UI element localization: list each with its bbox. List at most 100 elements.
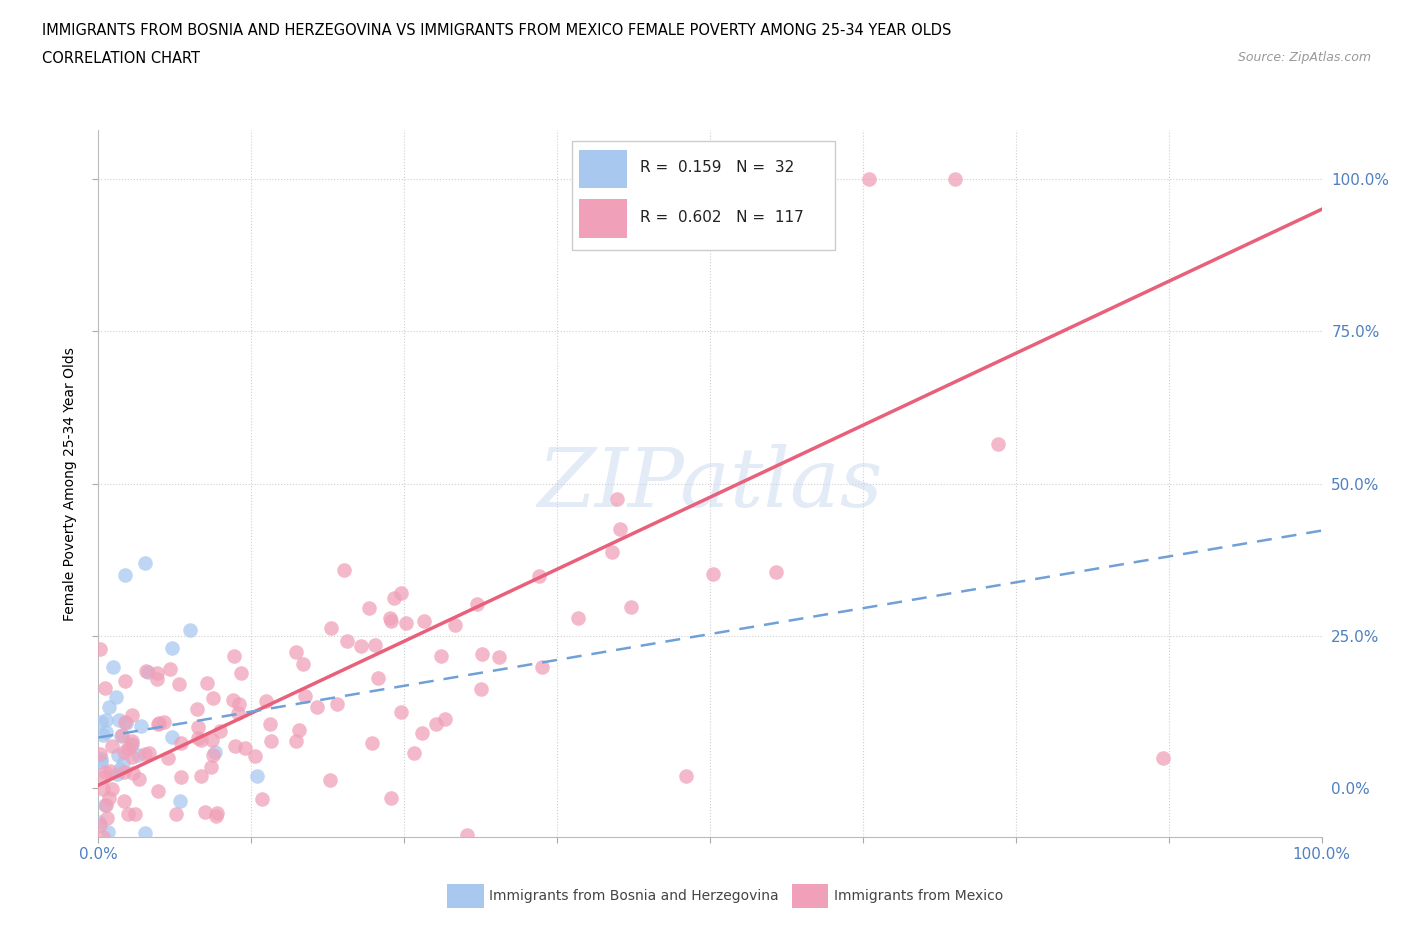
Point (110, 729, 132, 744)
Text: Source: ZipAtlas.com: Source: ZipAtlas.com (1237, 51, 1371, 64)
Point (987, 436, 1010, 451)
Point (620, 599, 643, 614)
Point (380, 790, 402, 805)
Point (411, 725, 433, 740)
Point (444, 618, 467, 632)
Point (100, 738, 122, 753)
Point (160, 641, 183, 656)
Point (115, 716, 138, 731)
Point (94, 798, 117, 813)
Text: Immigrants from Mexico: Immigrants from Mexico (834, 888, 1002, 903)
Point (233, 741, 256, 756)
Point (380, 610, 402, 625)
Point (404, 745, 426, 760)
Point (90, 715, 112, 730)
Point (382, 591, 405, 605)
Point (89, 751, 111, 766)
Point (148, 716, 170, 731)
Point (723, 171, 745, 186)
Point (128, 772, 150, 787)
Point (256, 694, 278, 709)
Text: R =  0.602   N =  117: R = 0.602 N = 117 (640, 209, 804, 225)
Point (613, 232, 636, 247)
Point (93, 681, 115, 696)
Point (162, 842, 184, 857)
Point (101, 659, 124, 674)
Point (609, 522, 631, 537)
Point (94, 798, 117, 813)
Point (114, 567, 136, 582)
Point (606, 492, 628, 507)
Point (186, 701, 208, 716)
Point (91, 781, 114, 796)
Point (187, 731, 209, 746)
Point (190, 769, 212, 784)
Point (114, 674, 136, 689)
Point (90, 755, 112, 770)
Point (145, 666, 167, 681)
Point (361, 736, 384, 751)
Point (114, 764, 136, 779)
Point (120, 737, 142, 752)
Point (121, 708, 143, 723)
Point (112, 794, 135, 809)
Point (471, 646, 494, 661)
Point (165, 807, 187, 822)
Point (117, 807, 139, 822)
Point (336, 633, 359, 648)
Point (146, 671, 169, 686)
Point (201, 733, 224, 748)
Point (100, 764, 122, 778)
Point (94, 764, 117, 779)
Point (101, 781, 124, 796)
Point (89, 815, 111, 830)
Point (157, 751, 180, 765)
Point (675, 768, 697, 783)
Point (319, 772, 342, 787)
Point (187, 719, 209, 734)
Point (204, 744, 226, 759)
Point (155, 839, 177, 854)
Point (761, 171, 783, 186)
Point (97, 824, 120, 839)
Point (153, 714, 176, 729)
Point (114, 715, 136, 730)
Point (108, 712, 131, 727)
Point (194, 805, 217, 820)
Point (134, 555, 156, 570)
Point (425, 717, 447, 732)
Point (292, 657, 315, 671)
Point (136, 665, 159, 680)
Point (96, 724, 118, 739)
Point (294, 688, 316, 703)
Point (205, 805, 228, 820)
Point (413, 614, 436, 629)
FancyBboxPatch shape (572, 140, 835, 250)
Point (169, 793, 191, 808)
Point (121, 734, 143, 749)
Point (367, 671, 389, 685)
Point (121, 766, 143, 781)
Point (260, 734, 283, 749)
Point (380, 614, 402, 629)
Point (765, 565, 787, 579)
Point (259, 716, 281, 731)
Point (284, 734, 307, 749)
Point (284, 644, 307, 659)
Text: IMMIGRANTS FROM BOSNIA AND HERZEGOVINA VS IMMIGRANTS FROM MEXICO FEMALE POVERTY : IMMIGRANTS FROM BOSNIA AND HERZEGOVINA V… (42, 23, 952, 38)
Point (359, 601, 381, 616)
Point (797, 171, 820, 186)
Point (124, 807, 146, 822)
Point (112, 745, 135, 760)
Point (858, 171, 880, 186)
Point (321, 620, 343, 635)
Point (121, 737, 143, 751)
Point (170, 736, 193, 751)
FancyBboxPatch shape (579, 150, 627, 188)
FancyBboxPatch shape (792, 884, 828, 908)
Point (201, 748, 224, 763)
Point (190, 732, 212, 747)
Point (389, 704, 412, 719)
Point (224, 738, 246, 753)
Point (465, 596, 488, 611)
